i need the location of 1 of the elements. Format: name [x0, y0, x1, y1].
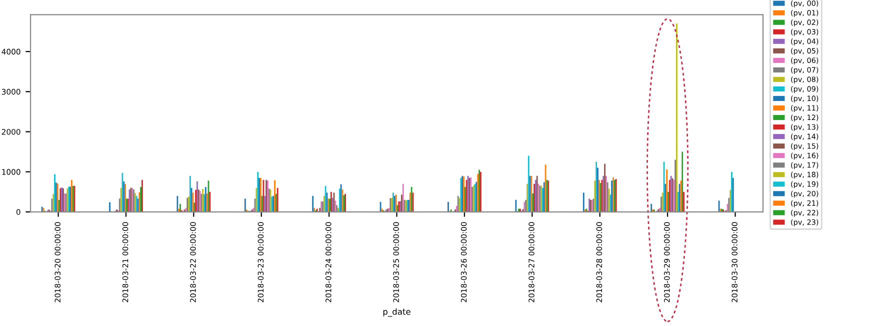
x-axis-title: p_date: [383, 308, 410, 317]
